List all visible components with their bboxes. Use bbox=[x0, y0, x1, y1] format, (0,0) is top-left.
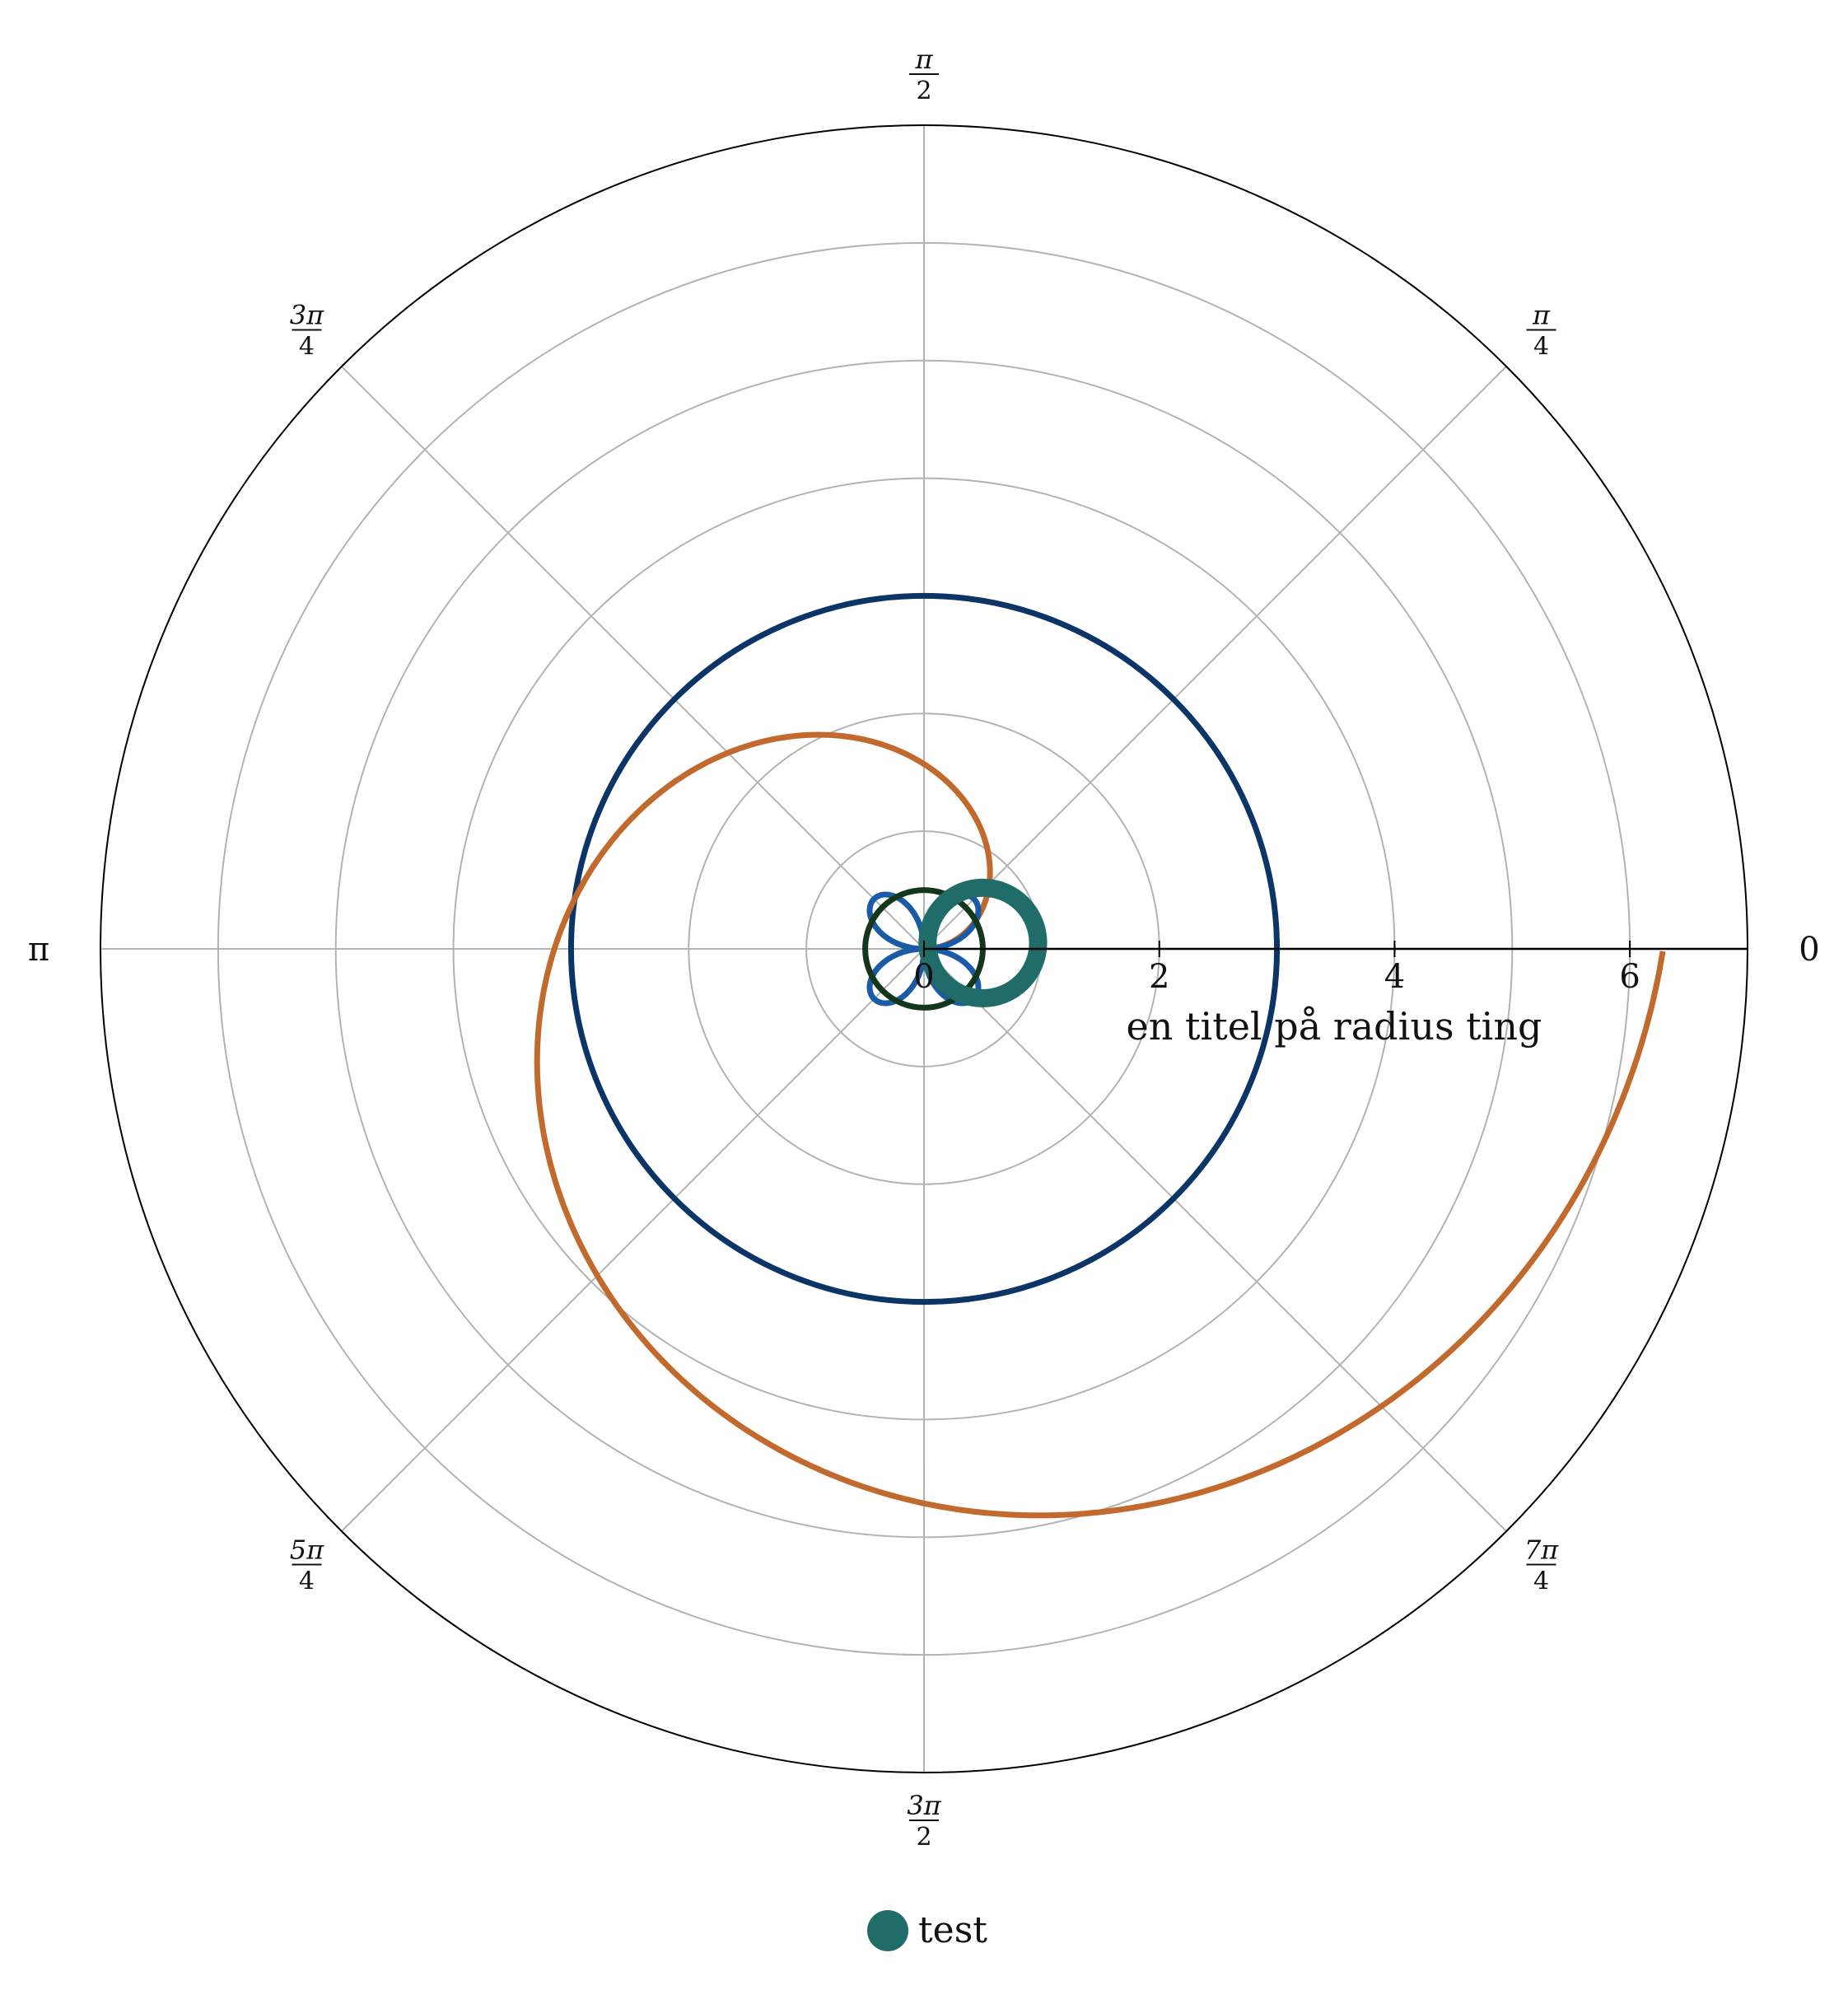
polar-axes bbox=[100, 124, 1748, 1773]
angle-label-3: 3π4 bbox=[290, 299, 324, 361]
grid-spoke-1 bbox=[923, 366, 1507, 950]
grid-spoke-3 bbox=[341, 366, 925, 950]
angle-label-1-numerator: π bbox=[1532, 299, 1551, 330]
legend-marker-test bbox=[867, 1910, 908, 1951]
angle-label-6-denominator: 2 bbox=[916, 1823, 931, 1852]
grid-spoke-5 bbox=[341, 948, 925, 1532]
angle-label-5: 5π4 bbox=[290, 1535, 324, 1596]
angle-label-6-numerator: 3π bbox=[907, 1790, 941, 1821]
angle-label-5-numerator: 5π bbox=[290, 1535, 324, 1566]
radial-tick-label-2: 2 bbox=[1149, 958, 1169, 996]
series-layer bbox=[534, 592, 1666, 1519]
angle-label-4: π bbox=[28, 931, 49, 969]
radial-tick-label-0: 0 bbox=[913, 958, 934, 996]
angle-label-7-denominator: 4 bbox=[1533, 1567, 1549, 1596]
angle-label-5-denominator: 4 bbox=[299, 1567, 315, 1596]
angle-label-2-numerator: π bbox=[914, 44, 933, 75]
legend-label-test: test bbox=[918, 1909, 987, 1951]
angle-label-1-denominator: 4 bbox=[1533, 332, 1549, 361]
series-test-4 bbox=[918, 878, 1048, 1008]
angle-label-3-numerator: 3π bbox=[290, 299, 324, 330]
angle-label-7-numerator: 7π bbox=[1524, 1535, 1559, 1566]
grid-spoke-7 bbox=[923, 948, 1507, 1532]
angle-label-2: π2 bbox=[908, 44, 939, 105]
angle-label-6: 3π2 bbox=[907, 1790, 941, 1852]
radial-tick-label-4: 4 bbox=[1384, 958, 1405, 996]
angle-label-7: 7π4 bbox=[1524, 1535, 1559, 1596]
series-archimedean-spiral-1 bbox=[534, 731, 1666, 1519]
legend: test bbox=[867, 1909, 987, 1951]
angle-label-0: 0 bbox=[1799, 931, 1819, 969]
angle-label-3-denominator: 4 bbox=[299, 332, 315, 361]
radial-tick-label-6: 6 bbox=[1619, 958, 1640, 996]
radial-axis-label: en titel på radius ting bbox=[1127, 1004, 1542, 1049]
angle-label-1: π4 bbox=[1526, 299, 1556, 361]
angle-label-2-denominator: 2 bbox=[916, 77, 931, 105]
